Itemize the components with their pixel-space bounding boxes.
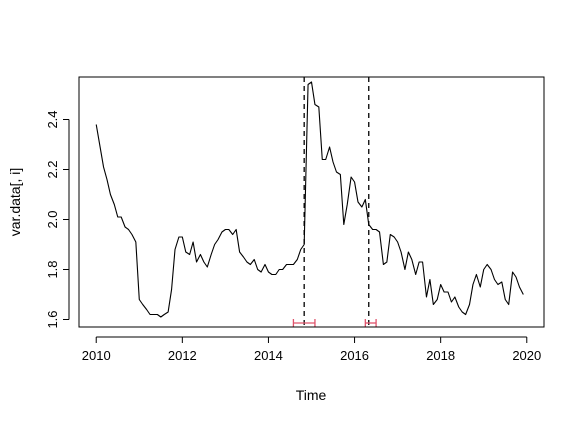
plot-frame — [78, 76, 545, 328]
x-tick-label-3: 2016 — [340, 348, 369, 363]
y-axis-title: var.data[, i] — [7, 168, 23, 236]
y-tick-label-4: 2.4 — [45, 110, 60, 128]
x-tick-label-1: 2012 — [168, 348, 197, 363]
y-tick-label-1: 1.8 — [45, 260, 60, 278]
breakpoint-interval-1 — [364, 319, 377, 327]
plot-content — [95, 77, 524, 327]
x-axis-title: Time — [296, 387, 327, 403]
x-tick-label-0: 2010 — [82, 348, 111, 363]
x-tick-label-2: 2014 — [254, 348, 283, 363]
y-tick-label-2: 2.0 — [45, 210, 60, 228]
x-tick-label-5: 2020 — [512, 348, 541, 363]
y-tick-label-3: 2.2 — [45, 160, 60, 178]
y-tick-label-0: 1.6 — [45, 310, 60, 328]
series-line-0 — [95, 81, 524, 318]
x-tick-label-4: 2018 — [426, 348, 455, 363]
x-axis: 2010 2012 2014 2016 2018 2020 — [82, 336, 541, 363]
y-axis: 1.6 1.8 2.0 2.2 2.4 — [45, 110, 70, 329]
breakpoint-interval-0 — [292, 319, 316, 327]
